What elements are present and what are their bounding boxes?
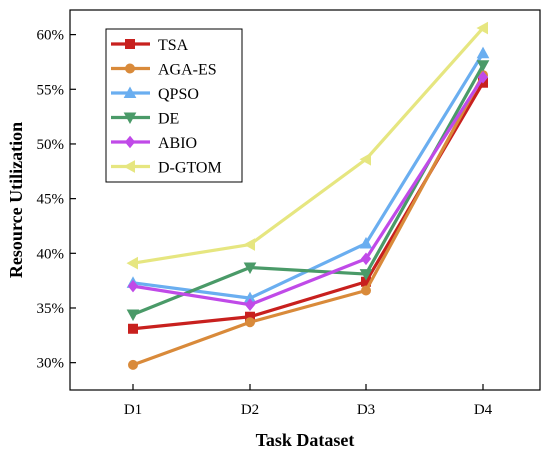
data-point (359, 152, 371, 166)
series-line (132, 74, 485, 367)
legend-label: AGA-ES (158, 62, 217, 79)
x-tick-label: D3 (357, 402, 375, 418)
data-point (359, 269, 373, 281)
legend-marker (125, 63, 135, 74)
legend-item: DE (111, 111, 179, 128)
legend-marker (124, 135, 136, 149)
data-point (359, 236, 373, 249)
data-point (128, 359, 138, 370)
data-point (360, 252, 372, 266)
y-tick-label: 40% (37, 246, 65, 262)
data-point (361, 285, 371, 296)
data-point (245, 317, 255, 328)
y-axis-ticks: 30% 35% 40% 45% 50% 55% 60% (37, 28, 76, 372)
legend-item: QPSO (111, 86, 199, 103)
series-line (132, 26, 485, 265)
data-point (243, 262, 257, 275)
legend-item: ABIO (111, 135, 197, 152)
data-point (128, 323, 138, 334)
legend-marker (125, 39, 135, 49)
plot-area (69, 9, 541, 391)
data-point (476, 60, 490, 72)
y-tick-label: 45% (37, 192, 65, 208)
y-tick-label: 60% (37, 28, 65, 44)
data-point (477, 70, 489, 84)
plot-frame (69, 9, 541, 391)
legend-item: D-GTOM (111, 160, 222, 177)
y-tick-label: 35% (37, 301, 65, 317)
legend-item: TSA (111, 37, 189, 54)
legend-label: DE (158, 111, 179, 128)
y-tick-label: 55% (37, 82, 65, 98)
legend-label: ABIO (158, 135, 197, 152)
data-point (244, 298, 256, 311)
data-point (243, 238, 255, 251)
legend: TSA AGA-ES QPSO DE ABIO D-GTOM (105, 28, 243, 183)
y-axis-title: Resource Utilization (6, 122, 26, 278)
series-abio (127, 70, 489, 311)
series-line (132, 76, 485, 307)
data-point (476, 46, 490, 59)
series-aga-es (128, 70, 488, 370)
data-point (126, 256, 138, 270)
legend-marker (123, 112, 137, 125)
data-point (126, 309, 140, 322)
data-point (127, 279, 139, 293)
series-layer (126, 21, 490, 370)
x-tick-label: D1 (124, 402, 142, 418)
x-axis-ticks: D1 D2 D3 D4 (124, 384, 493, 418)
x-tick-label: D2 (241, 402, 259, 418)
legend-marker (123, 86, 137, 98)
series-d-gtom (126, 21, 488, 270)
legend-label: TSA (158, 37, 189, 54)
legend-item: AGA-ES (111, 62, 217, 79)
legend-label: D-GTOM (158, 160, 222, 177)
y-tick-label: 50% (37, 137, 65, 153)
y-tick-label: 30% (37, 356, 65, 372)
x-axis-title: Task Dataset (256, 430, 355, 450)
data-point (476, 21, 488, 35)
x-tick-label: D4 (474, 402, 493, 418)
legend-label: QPSO (158, 86, 199, 103)
legend-box (105, 28, 243, 183)
legend-marker (123, 160, 135, 173)
